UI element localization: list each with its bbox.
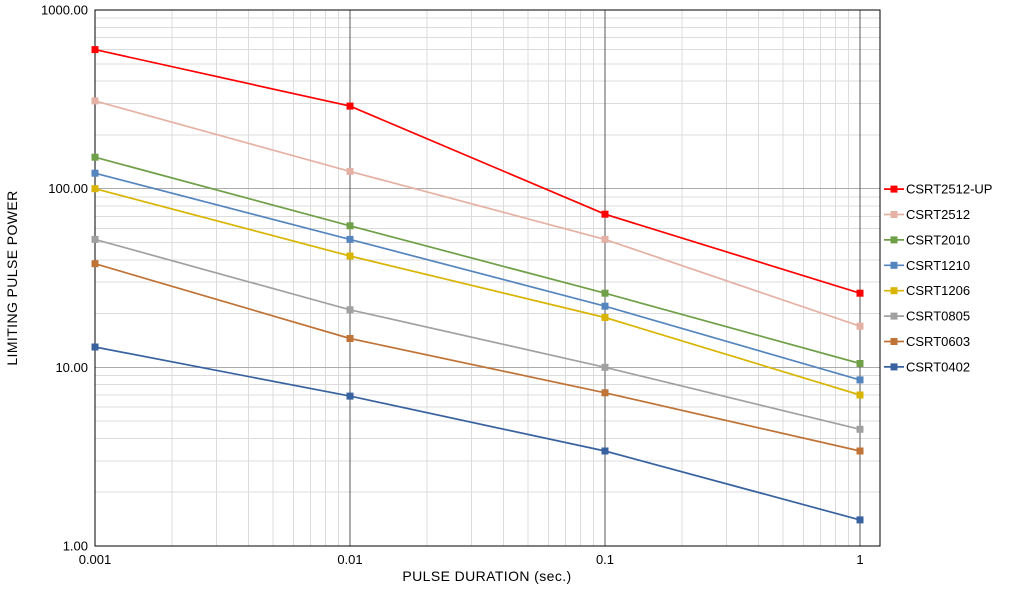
legend-label: CSRT2010 xyxy=(906,232,970,247)
legend-marker xyxy=(890,287,898,295)
legend-marker xyxy=(890,338,898,345)
series-marker-CSRT2512 xyxy=(601,235,609,243)
series-marker-CSRT1206 xyxy=(91,185,99,193)
legend-marker xyxy=(890,185,898,193)
series-line-CSRT2512-UP xyxy=(94,48,861,295)
series-line-CSRT0402 xyxy=(94,346,861,521)
series-layer xyxy=(91,46,864,524)
series-marker-CSRT1210 xyxy=(601,302,609,310)
legend-marker xyxy=(890,261,898,269)
plot-border xyxy=(94,9,881,547)
series-marker-CSRT0402 xyxy=(91,343,99,351)
legend-marker xyxy=(890,236,898,244)
x-tick-label: 0.001 xyxy=(79,552,112,567)
series-marker-CSRT2512 xyxy=(856,322,864,330)
series-marker-CSRT0805 xyxy=(346,306,354,314)
series-line-CSRT1206 xyxy=(94,187,861,396)
legend-item-CSRT0402: CSRT0402 xyxy=(884,359,970,374)
series-marker-CSRT0805 xyxy=(856,425,864,433)
series-marker-CSRT2010 xyxy=(856,360,864,367)
legend-label: CSRT2512-UP xyxy=(906,182,992,197)
y-axis-title: LIMITING PULSE POWER xyxy=(4,190,20,365)
legend-label: CSRT0603 xyxy=(906,334,970,349)
legend-label: CSRT2512 xyxy=(906,207,970,222)
series-marker-CSRT1210 xyxy=(856,376,864,384)
series-marker-CSRT2512-UP xyxy=(91,46,99,54)
series-marker-CSRT1210 xyxy=(346,235,354,243)
series-marker-CSRT0603 xyxy=(346,335,354,342)
legend-marker xyxy=(890,312,898,320)
series-line-CSRT1210 xyxy=(94,172,861,381)
legend-label: CSRT0402 xyxy=(906,359,970,374)
legend-item-CSRT2512-UP: CSRT2512-UP xyxy=(884,182,992,197)
series-marker-CSRT2512-UP xyxy=(856,289,864,297)
series-marker-CSRT0805 xyxy=(601,363,609,371)
legend-item-CSRT0603: CSRT0603 xyxy=(884,334,970,349)
legend-marker xyxy=(890,211,898,218)
grid-layer xyxy=(95,10,880,546)
y-tick-label: 1.00 xyxy=(63,539,88,554)
series-marker-CSRT2512-UP xyxy=(346,102,354,110)
legend-label: CSRT0805 xyxy=(906,309,970,324)
legend-item-CSRT1210: CSRT1210 xyxy=(884,258,970,273)
x-tick-label: 0.1 xyxy=(596,552,614,567)
legend-label: CSRT1206 xyxy=(906,283,970,298)
legend-marker xyxy=(890,363,898,371)
plot-border-layer xyxy=(94,9,881,547)
series-line-CSRT0603 xyxy=(94,262,861,452)
series-line-CSRT2512 xyxy=(94,100,861,328)
axis-ticks-layer: 1.00 10.00 100.00 1000.00 0.001 0.01 0.1 1 xyxy=(41,3,864,568)
series-marker-CSRT1210 xyxy=(91,169,99,177)
series-marker-CSRT0805 xyxy=(91,235,99,243)
series-marker-CSRT2010 xyxy=(91,153,99,161)
series-marker-CSRT2512-UP xyxy=(601,210,609,218)
legend-layer: CSRT2512-UP CSRT2512 CSRT2010 CSRT1210 CSRT1… xyxy=(884,182,992,374)
x-tick-label: 1 xyxy=(856,552,863,567)
legend-item-CSRT0805: CSRT0805 xyxy=(884,309,970,324)
y-tick-label: 100.00 xyxy=(48,181,88,196)
series-marker-CSRT2010 xyxy=(346,222,354,230)
series-marker-CSRT2512 xyxy=(346,167,354,175)
legend-item-CSRT1206: CSRT1206 xyxy=(884,283,970,298)
series-marker-CSRT1206 xyxy=(346,252,354,260)
series-marker-CSRT2010 xyxy=(601,289,609,297)
series-line-CSRT0805 xyxy=(94,238,861,431)
y-tick-label: 10.00 xyxy=(55,360,88,375)
series-marker-CSRT2512 xyxy=(91,97,99,105)
series-marker-CSRT0402 xyxy=(856,516,864,524)
series-marker-CSRT1206 xyxy=(601,314,609,321)
series-marker-CSRT0402 xyxy=(601,447,609,455)
series-marker-CSRT0603 xyxy=(91,260,99,268)
series-marker-CSRT0402 xyxy=(346,392,354,400)
legend-item-CSRT2512: CSRT2512 xyxy=(884,207,970,222)
series-marker-CSRT1206 xyxy=(856,391,864,399)
x-tick-label: 0.01 xyxy=(337,552,362,567)
x-axis-title: PULSE DURATION (sec.) xyxy=(402,568,571,584)
series-line-CSRT2010 xyxy=(94,156,861,365)
y-tick-label: 1000.00 xyxy=(41,3,88,18)
legend-label: CSRT1210 xyxy=(906,258,970,273)
series-marker-CSRT0603 xyxy=(856,447,864,455)
legend-item-CSRT2010: CSRT2010 xyxy=(884,232,970,247)
series-marker-CSRT0603 xyxy=(601,389,609,397)
